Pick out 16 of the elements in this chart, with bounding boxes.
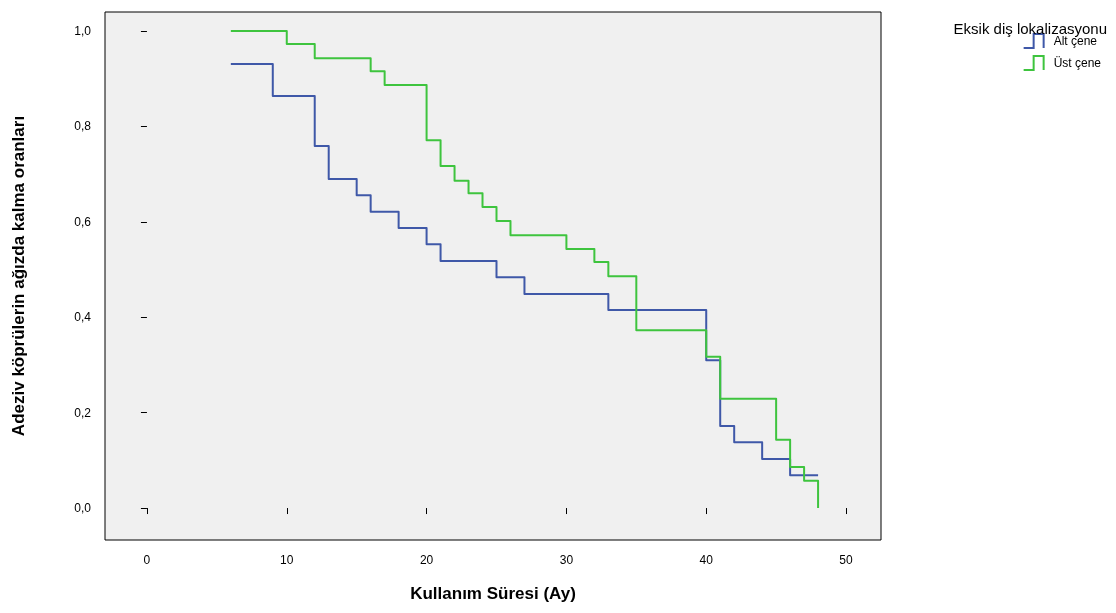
y-tick-label: 0,0 — [74, 501, 92, 516]
x-tick-label: 0 — [143, 553, 151, 567]
y-axis-title: Adeziv köprülerin ağızda kalma oranları — [9, 115, 28, 437]
y-tick-label: 1,0 — [74, 24, 92, 39]
x-axis-title: Kullanım Süresi (Ay) — [410, 584, 576, 603]
x-tick-label: 10 — [280, 553, 294, 567]
y-tick-label: 0,6 — [74, 214, 92, 229]
y-tick-label: 0,2 — [74, 405, 92, 420]
legend-title: Eksik diş lokalizasyonu — [953, 20, 1108, 37]
x-tick-label: 40 — [699, 553, 714, 567]
legend-label: Üst çene — [1053, 56, 1102, 70]
x-tick-label: 50 — [839, 553, 854, 567]
x-tick-label: 20 — [419, 553, 434, 567]
y-tick-label: 0,8 — [74, 119, 92, 134]
x-tick-label: 30 — [559, 553, 574, 567]
y-tick-label: 0,4 — [74, 310, 92, 325]
